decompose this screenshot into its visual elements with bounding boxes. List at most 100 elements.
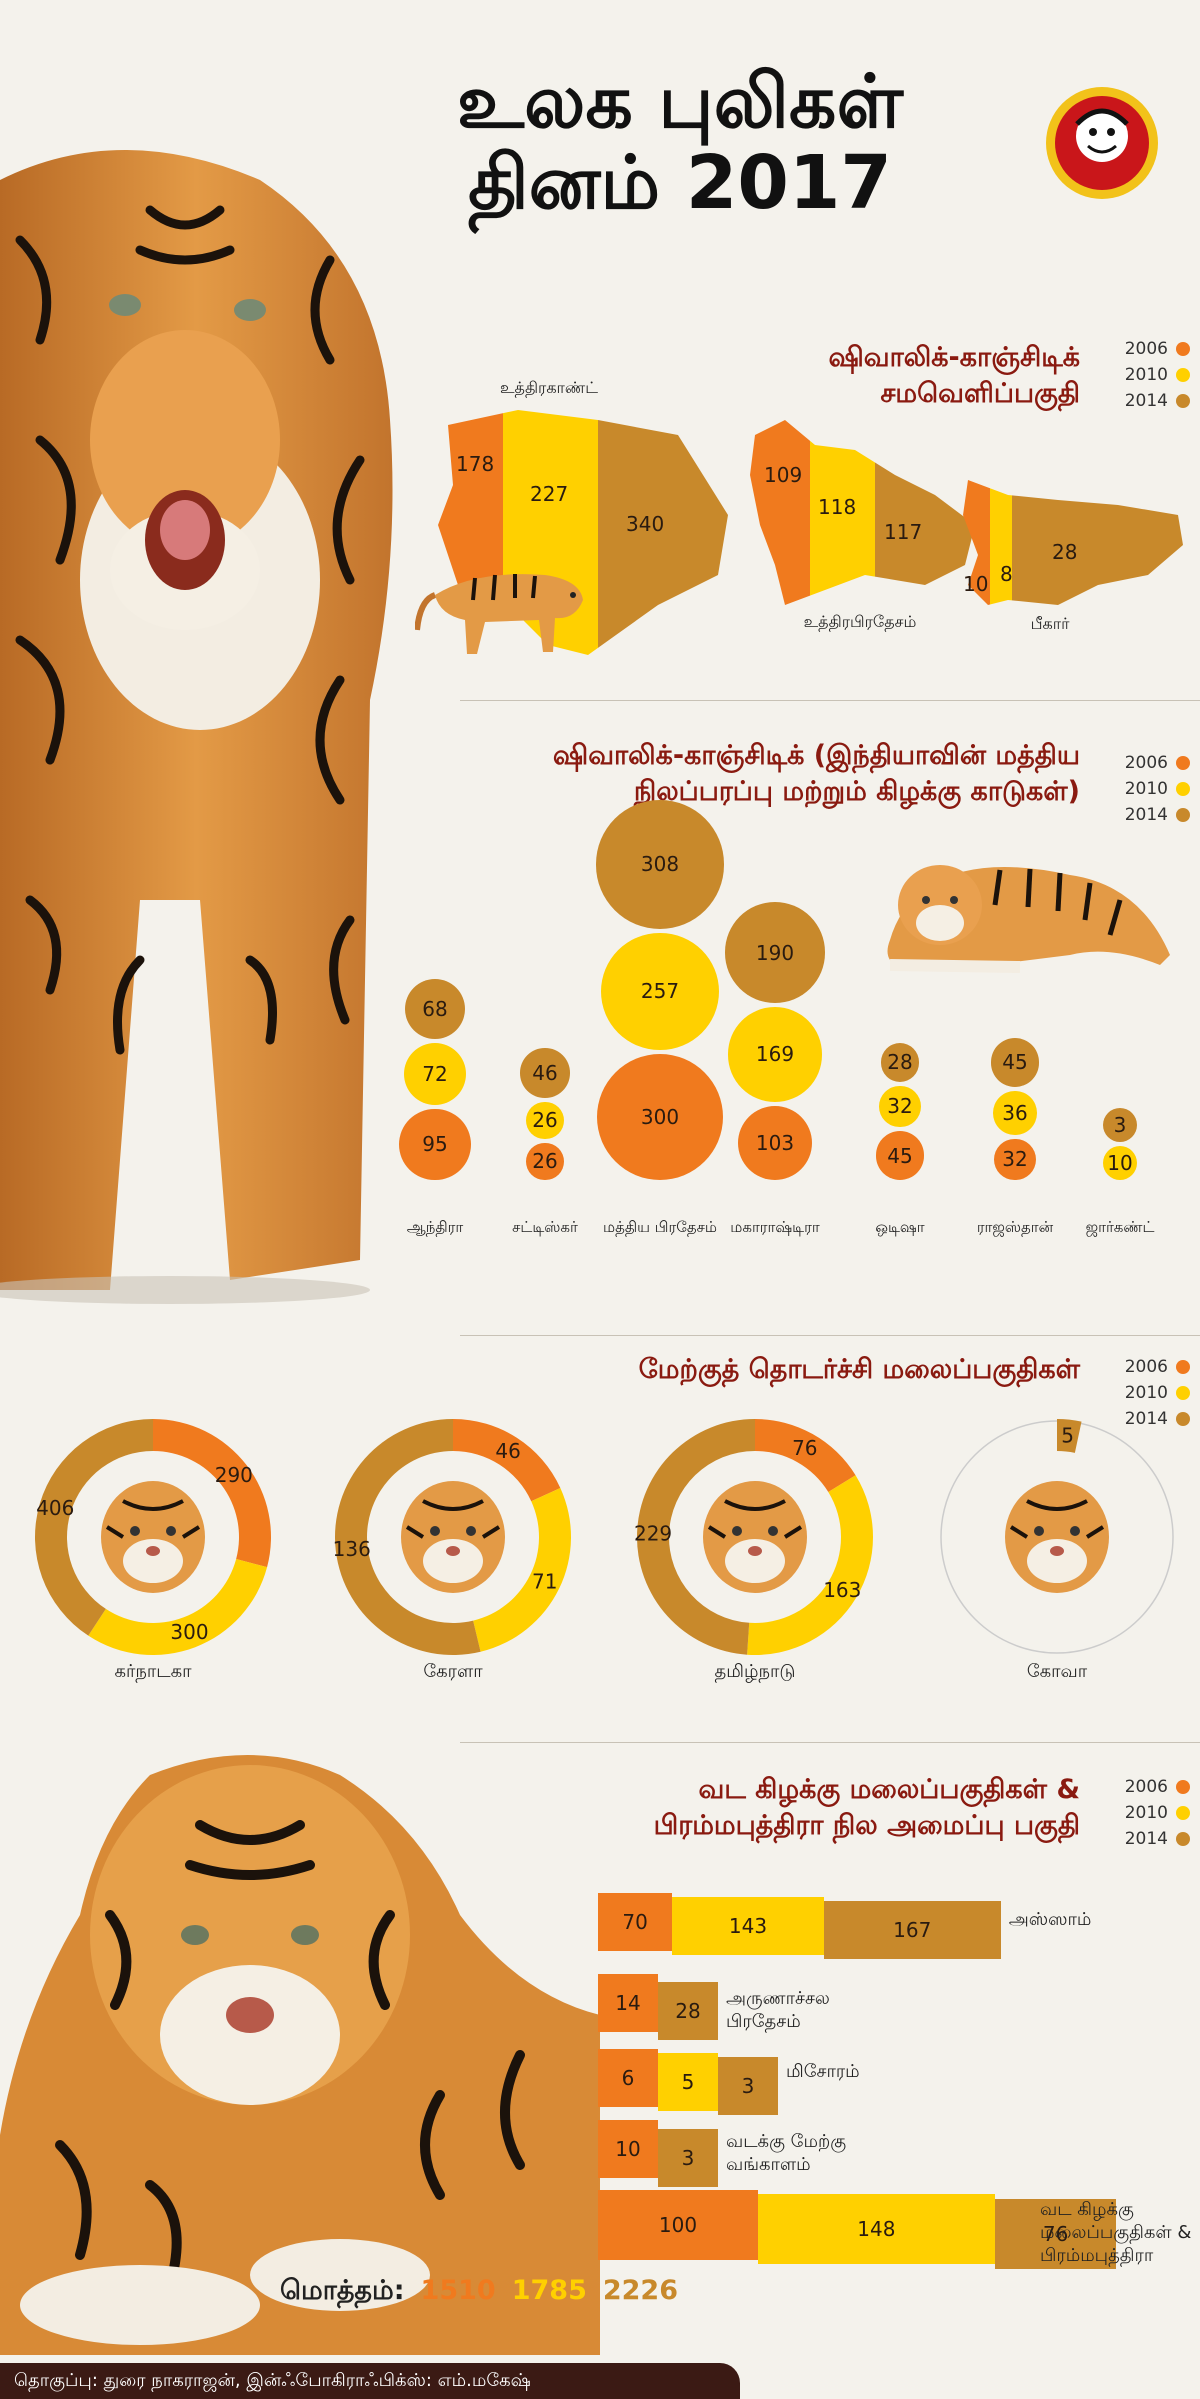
total-2010: 1785 xyxy=(511,2275,587,2306)
credits-footer: தொகுப்பு: துரை நாகராஜன், இன்ஃபோகிராஃபிக்… xyxy=(0,2363,740,2399)
bubble-3-2014: 308 xyxy=(595,800,725,929)
band-segment-2014: 3 xyxy=(718,2057,778,2115)
value-up-2010: 118 xyxy=(818,495,857,519)
state-label: ராஜஸ்தான் xyxy=(976,1218,1054,1236)
section2-title: ஷிவாலிக்-காஞ்சிடிக் (இந்தியாவின் மத்திய … xyxy=(500,738,1080,811)
donut-3: 76 163 229 xyxy=(635,1419,873,1655)
donut-segment-2014 xyxy=(335,1419,481,1655)
donut-value-label: 5 xyxy=(1061,1424,1074,1448)
band-segment-2006: 10 xyxy=(598,2120,658,2179)
tiger-face-icon xyxy=(71,1455,235,1619)
value-bihar-2014: 28 xyxy=(1052,540,1078,564)
donut-segment-2014 xyxy=(35,1419,153,1636)
region-label-bihar: பீகார் xyxy=(1030,614,1070,633)
value-up-2014: 117 xyxy=(884,520,923,544)
map-bihar xyxy=(963,480,1183,605)
bubble-7-2014: 3 xyxy=(1103,1108,1137,1142)
title-line1: உலக புலிகள் xyxy=(456,59,904,145)
donut-segment-2014 xyxy=(637,1419,755,1655)
map-uttarpradesh xyxy=(750,420,975,605)
state-label: தமிழ்நாடு xyxy=(714,1661,796,1682)
tiger-resting-illustration xyxy=(0,1755,600,2355)
band-row-label: அஸ்ஸாம் xyxy=(1008,1909,1092,1930)
bubble-4-2010: 169 xyxy=(727,1007,823,1102)
bubble-1-2014: 68 xyxy=(404,978,466,1039)
value-bihar-2010: 8 xyxy=(1000,562,1013,586)
value-uttarakhand-2014: 340 xyxy=(626,512,665,536)
donut-value-label: 229 xyxy=(635,1522,672,1546)
divider-3 xyxy=(460,1742,1200,1743)
band-segment-2014: 76 xyxy=(994,2198,1117,2269)
donut-1: 290 300 406 xyxy=(35,1419,271,1655)
band-segment-2006: 6 xyxy=(598,2048,658,2107)
donut-segment-2006 xyxy=(755,1419,856,1493)
state-label: ஆந்திரா xyxy=(406,1218,464,1236)
band-segment-2006: 100 xyxy=(598,2190,758,2261)
band-segment-2010: 143 xyxy=(672,1897,824,1956)
donut-value-label: 163 xyxy=(823,1578,861,1602)
legend-section2: 2006 2010 2014 xyxy=(1090,750,1190,828)
donut-4: 5 xyxy=(940,1419,1174,1654)
total-2006: 1510 xyxy=(420,2275,496,2306)
tiger-standing-illustration xyxy=(0,150,393,1304)
donut-segment-2014 xyxy=(1057,1419,1082,1453)
state-label: மத்திய பிரதேசம் xyxy=(603,1218,717,1236)
total-label: மொத்தம்: xyxy=(280,2275,405,2306)
bubble-4-2014: 190 xyxy=(724,902,826,1003)
donut-value-label: 46 xyxy=(495,1439,520,1463)
donut-2: 46 71 136 xyxy=(333,1419,571,1655)
divider-1 xyxy=(460,700,1200,701)
bubble-7-2010: 10 xyxy=(1103,1146,1137,1180)
value-up-2006: 109 xyxy=(764,463,803,487)
bubble-5-2006: 45 xyxy=(875,1131,925,1180)
donut-segment-2006 xyxy=(153,1419,271,1568)
donut-value-label: 76 xyxy=(792,1436,817,1460)
region-label-uttarakhand: உத்திரகாண்ட் xyxy=(500,378,598,397)
bubble-4-2006: 103 xyxy=(737,1105,813,1180)
region-label-uttarpradesh: உத்திரபிரதேசம் xyxy=(803,612,917,631)
bubble-2-2014: 46 xyxy=(520,1048,570,1098)
donut-value-label: 290 xyxy=(215,1463,253,1487)
band-segment-2014: 3 xyxy=(658,2128,718,2187)
section4-title-line2: பிரம்மபுத்திரா நில அமைப்பு பகுதி xyxy=(653,1810,1080,1842)
bubble-6-2014: 45 xyxy=(990,1037,1040,1087)
donut-segment-2010 xyxy=(747,1475,873,1655)
value-uttarakhand-2010: 227 xyxy=(530,482,569,506)
section2-title-line2: நிலப்பரப்பு மற்றும் கிழக்கு காடுகள்) xyxy=(633,776,1080,808)
legend-section1: 2006 2010 2014 xyxy=(1090,336,1190,414)
state-label: சட்டிஸ்கர் xyxy=(512,1218,578,1236)
tiger-face-icon xyxy=(975,1455,1139,1619)
bubble-2-2010: 26 xyxy=(526,1101,564,1139)
bubble-6-2010: 36 xyxy=(993,1090,1037,1135)
band-segment-2006: 70 xyxy=(598,1893,673,1951)
band-segment-2014: 167 xyxy=(823,1901,1001,1960)
band-segment-2006: 14 xyxy=(598,1973,658,2032)
bubble-3-2010: 257 xyxy=(601,932,719,1050)
state-label: கோவா xyxy=(1026,1661,1088,1682)
bubble-2-2006: 26 xyxy=(526,1142,564,1180)
total-2014: 2226 xyxy=(602,2275,679,2306)
section2-title-line1: ஷிவாலிக்-காஞ்சிடிக் (இந்தியாவின் மத்திய xyxy=(552,740,1080,771)
page-title: உலக புலிகள் தினம் 2017 xyxy=(330,59,1030,225)
donut-segment-2010 xyxy=(88,1558,268,1655)
tiger-walking-illustration xyxy=(415,574,583,654)
band-row-label: வட கிழக்கு மலைப்பகுதிகள் & பிரம்மபுத்திர… xyxy=(1040,2199,1192,2266)
band-row-label: மிசோரம் xyxy=(786,2061,860,2082)
bubble-1-2006: 95 xyxy=(399,1108,471,1180)
state-label: ஜார்கண்ட் xyxy=(1085,1218,1155,1236)
bubble-5-2010: 32 xyxy=(879,1085,921,1128)
section4-title-line1: வட கிழக்கு மலைப்பகுதிகள் & xyxy=(698,1774,1081,1805)
donut-value-label: 136 xyxy=(333,1537,371,1561)
donut-value-label: 406 xyxy=(36,1496,74,1520)
state-label: மகாராஷ்டிரா xyxy=(730,1218,820,1236)
total-row: மொத்தம்: 1510 1785 2226 xyxy=(280,2275,678,2310)
band-row-label: அருணாச்சல பிரதேசம் xyxy=(726,1988,830,2032)
state-label: ஒடிஷா xyxy=(875,1218,925,1236)
bubble-6-2006: 32 xyxy=(994,1138,1036,1180)
value-bihar-2006: 10 xyxy=(963,572,989,596)
value-uttarakhand-2006: 178 xyxy=(456,452,495,476)
donut-segment-2006 xyxy=(453,1419,561,1502)
state-label: கர்நாடகா xyxy=(114,1661,192,1682)
tiger-lying-illustration xyxy=(887,865,1170,973)
band-segment-2010: 148 xyxy=(758,2194,995,2265)
